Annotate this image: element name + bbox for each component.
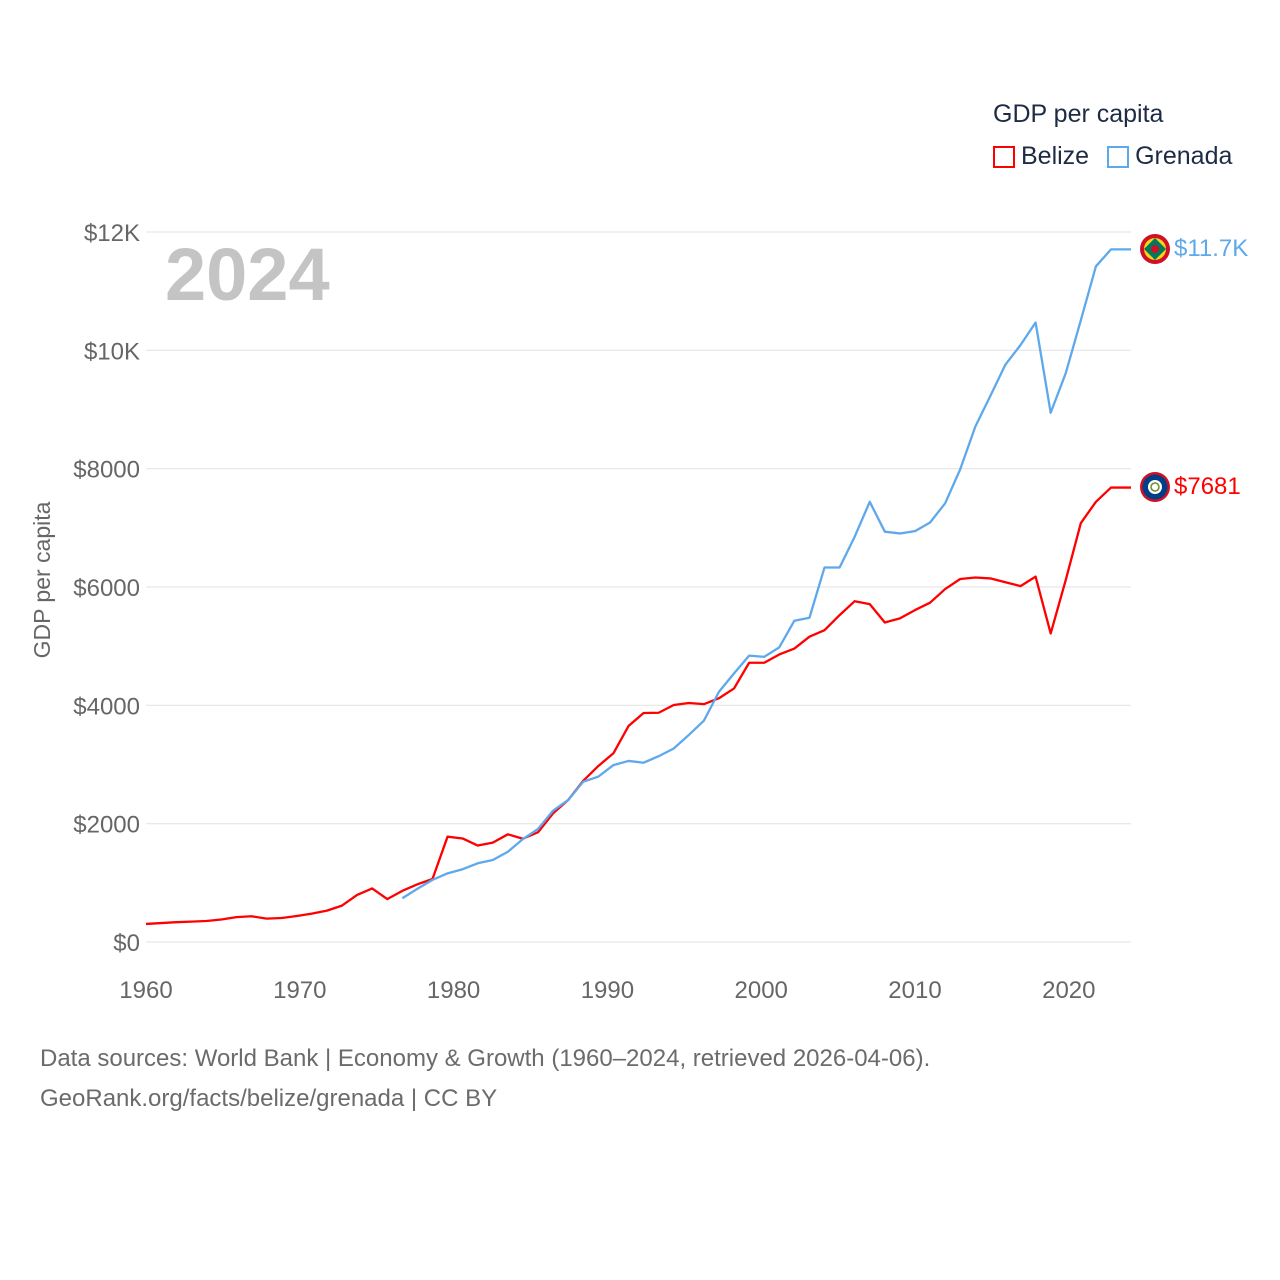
series-line-grenada — [401, 248, 1131, 900]
y-axis-ticks: $0 $2000 $4000 $6000 $8000 $10K $12K — [73, 220, 140, 957]
x-tick-label: 1970 — [273, 977, 326, 1004]
legend: Belize Grenada — [993, 142, 1232, 171]
footer-link[interactable]: GeoRank.org/facts/belize/grenada | CC BY — [40, 1085, 498, 1112]
gridlines — [146, 231, 1131, 943]
belize-end-label: $7681 — [1174, 473, 1241, 500]
legend-title: GDP per capita — [993, 100, 1164, 128]
x-tick-label: 1960 — [119, 977, 172, 1004]
x-tick-label: 1990 — [581, 977, 634, 1004]
x-tick-label: 1980 — [427, 977, 480, 1004]
footer-sources: Data sources: World Bank | Economy & Gro… — [40, 1045, 931, 1072]
x-tick-label: 2020 — [1042, 977, 1095, 1004]
y-tick-label: $6000 — [73, 575, 140, 602]
end-markers: $11.7K $7681 — [1140, 234, 1248, 502]
y-tick-label: $12K — [84, 220, 140, 247]
legend-label: Belize — [1021, 142, 1090, 170]
x-axis-ticks: 1960 1970 1980 1990 2000 2010 2020 — [119, 977, 1095, 1004]
legend-item-grenada[interactable]: Grenada — [1107, 142, 1232, 171]
belize-flag-icon — [1140, 472, 1170, 502]
y-tick-label: $4000 — [73, 693, 140, 720]
y-tick-label: $10K — [84, 338, 140, 365]
x-tick-label: 2000 — [735, 977, 788, 1004]
grenada-end-label: $11.7K — [1174, 235, 1248, 262]
y-tick-label: $2000 — [73, 812, 140, 839]
series-line-belize — [145, 486, 1131, 926]
grenada-swatch — [1107, 145, 1130, 168]
grenada-flag-icon — [1140, 234, 1170, 264]
y-axis-title: GDP per capita — [29, 501, 55, 658]
y-tick-label: $0 — [113, 930, 140, 957]
legend-item-belize[interactable]: Belize — [993, 142, 1089, 171]
x-tick-label: 2010 — [888, 977, 941, 1004]
y-tick-label: $8000 — [73, 457, 140, 484]
year-watermark: 2024 — [165, 233, 330, 316]
series-lines — [145, 248, 1131, 926]
legend-label: Grenada — [1135, 142, 1233, 170]
belize-swatch — [993, 145, 1015, 168]
